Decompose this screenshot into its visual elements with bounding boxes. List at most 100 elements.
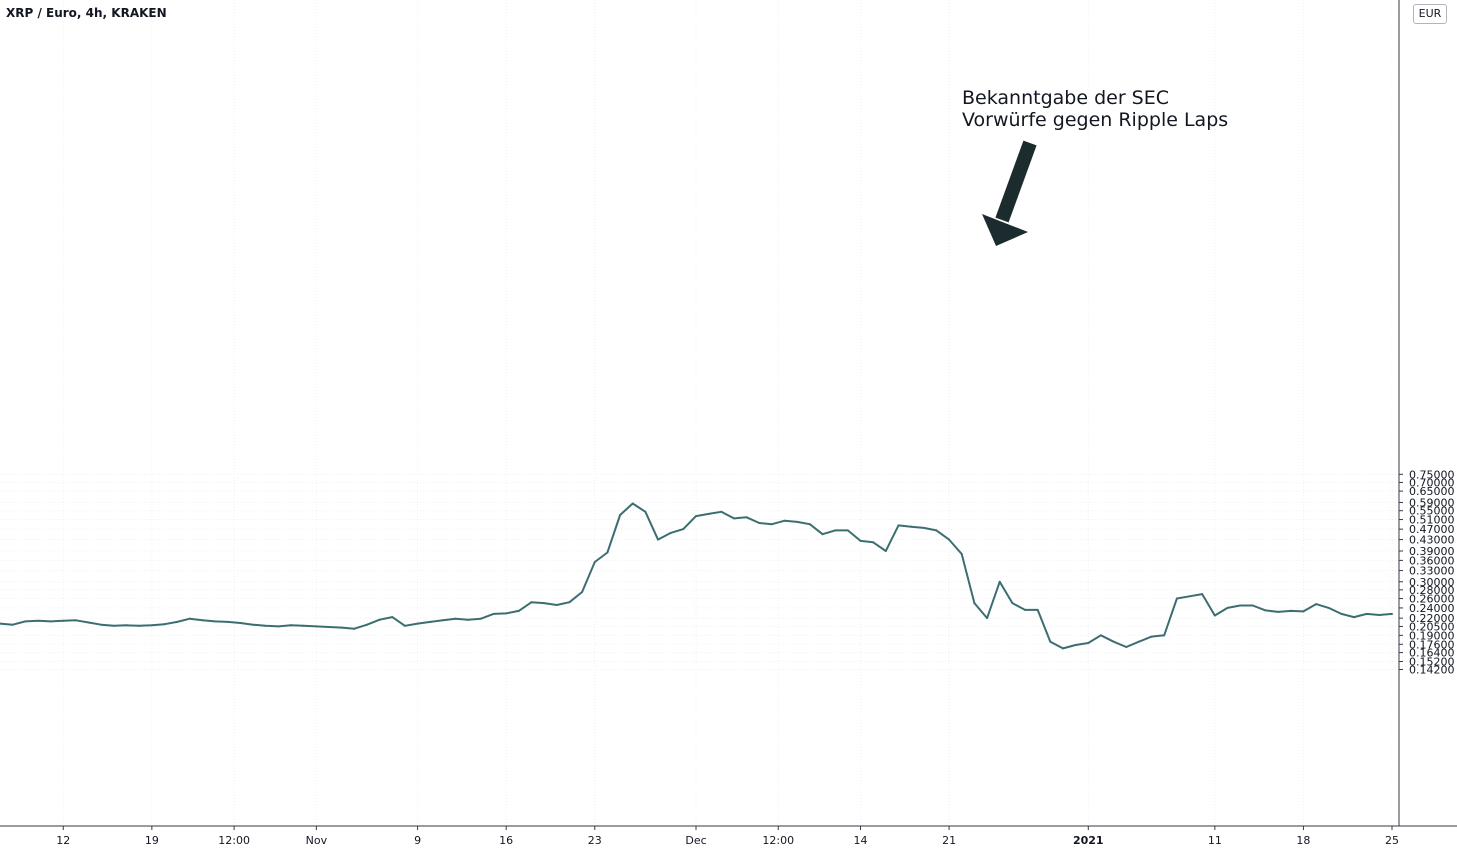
data-point (340, 626, 343, 629)
data-point (631, 502, 634, 505)
data-point (1353, 616, 1356, 619)
data-point (239, 622, 242, 625)
data-point (277, 625, 280, 628)
data-point (1201, 593, 1204, 596)
data-point (872, 541, 875, 544)
data-point (150, 624, 153, 627)
data-point (24, 620, 27, 623)
y-tick-label: 0.15200 (1409, 655, 1455, 668)
data-point (1099, 634, 1102, 637)
data-point (695, 515, 697, 518)
x-tick-label: 21 (942, 834, 956, 847)
y-tick-label: 0.33000 (1409, 565, 1455, 578)
data-point (226, 620, 229, 623)
data-point (707, 512, 710, 515)
data-point (467, 618, 470, 621)
data-point (808, 523, 811, 526)
data-point (1289, 609, 1292, 612)
data-point (948, 538, 951, 541)
x-tick-label: 12 (56, 834, 70, 847)
y-tick-label: 0.16400 (1409, 647, 1455, 660)
data-point (100, 623, 103, 626)
data-point (897, 524, 900, 527)
x-tick-label: 9 (414, 834, 421, 847)
y-tick-label: 0.20500 (1409, 620, 1455, 633)
data-point (682, 528, 685, 531)
data-point (188, 617, 191, 620)
data-point (1340, 612, 1343, 615)
data-point (176, 620, 179, 623)
data-point (669, 531, 672, 534)
data-point (1315, 603, 1318, 606)
y-tick-label: 0.51000 (1409, 514, 1455, 527)
x-tick-label: 2021 (1073, 834, 1104, 847)
data-point (1175, 597, 1178, 600)
data-point (960, 553, 963, 556)
data-point (1087, 641, 1090, 644)
symbol-title: XRP / Euro, 4h, KRAKEN (6, 6, 167, 20)
data-point (606, 551, 609, 554)
y-tick-label: 0.24000 (1409, 602, 1455, 615)
y-tick-label: 0.43000 (1409, 534, 1455, 547)
data-point (1277, 610, 1280, 613)
data-point (1125, 645, 1128, 648)
annotation-line-1: Bekanntgabe der SEC (962, 87, 1169, 109)
data-point (530, 601, 533, 604)
data-point (1049, 640, 1052, 643)
data-point (1074, 643, 1077, 646)
data-point (657, 538, 660, 541)
data-point (745, 516, 748, 519)
data-point (378, 618, 381, 621)
data-point (125, 624, 128, 627)
y-tick-label: 0.19000 (1409, 629, 1455, 642)
x-tick-label: Nov (306, 834, 328, 847)
data-point (87, 621, 90, 624)
data-point (1112, 640, 1115, 643)
annotation-text: Bekanntgabe der SEC Vorwürfe gegen Rippl… (962, 87, 1228, 131)
grid-lines (0, 0, 1399, 826)
data-point (1061, 647, 1064, 650)
data-point (252, 623, 255, 626)
x-axis-ticks[interactable]: 12 19 12:00 Nov 9 16 23 Dec 12:00 14 21 2021 11 18 25 (56, 826, 1399, 847)
data-point (986, 617, 989, 620)
data-point (1163, 634, 1166, 637)
data-point (1391, 612, 1393, 615)
y-tick-label: 0.75000 (1409, 468, 1455, 481)
data-point (859, 539, 862, 542)
data-point (505, 612, 508, 615)
data-point (403, 624, 406, 627)
data-point (846, 529, 849, 532)
data-point (796, 520, 799, 523)
data-point (11, 623, 14, 626)
data-point (492, 612, 495, 615)
x-tick-label: 11 (1208, 834, 1222, 847)
x-tick-label: 23 (588, 834, 602, 847)
data-point (1251, 604, 1254, 607)
y-tick-label: 0.22000 (1409, 612, 1455, 625)
data-point (783, 519, 786, 522)
data-point (581, 590, 584, 593)
y-tick-label: 0.36000 (1409, 554, 1455, 567)
data-point (365, 623, 368, 626)
arrow-shaft (995, 140, 1037, 223)
x-tick-label: Dec (685, 834, 706, 847)
data-point (517, 609, 520, 612)
y-tick-label: 0.14200 (1409, 663, 1455, 676)
y-axis-ticks[interactable]: 0.750000.700000.650000.590000.550000.510… (1399, 468, 1455, 676)
data-point (1011, 602, 1014, 605)
data-point (163, 623, 166, 626)
data-point (62, 619, 65, 622)
data-point (732, 517, 735, 520)
data-point (0, 622, 1, 625)
data-point (1150, 635, 1153, 638)
currency-badge[interactable]: EUR (1413, 4, 1447, 24)
data-point (1378, 613, 1381, 616)
data-point (112, 624, 115, 627)
data-point (758, 522, 761, 525)
data-point (391, 616, 394, 619)
y-tick-label: 0.47000 (1409, 523, 1455, 536)
data-point (884, 550, 887, 553)
x-tick-label: 14 (854, 834, 868, 847)
